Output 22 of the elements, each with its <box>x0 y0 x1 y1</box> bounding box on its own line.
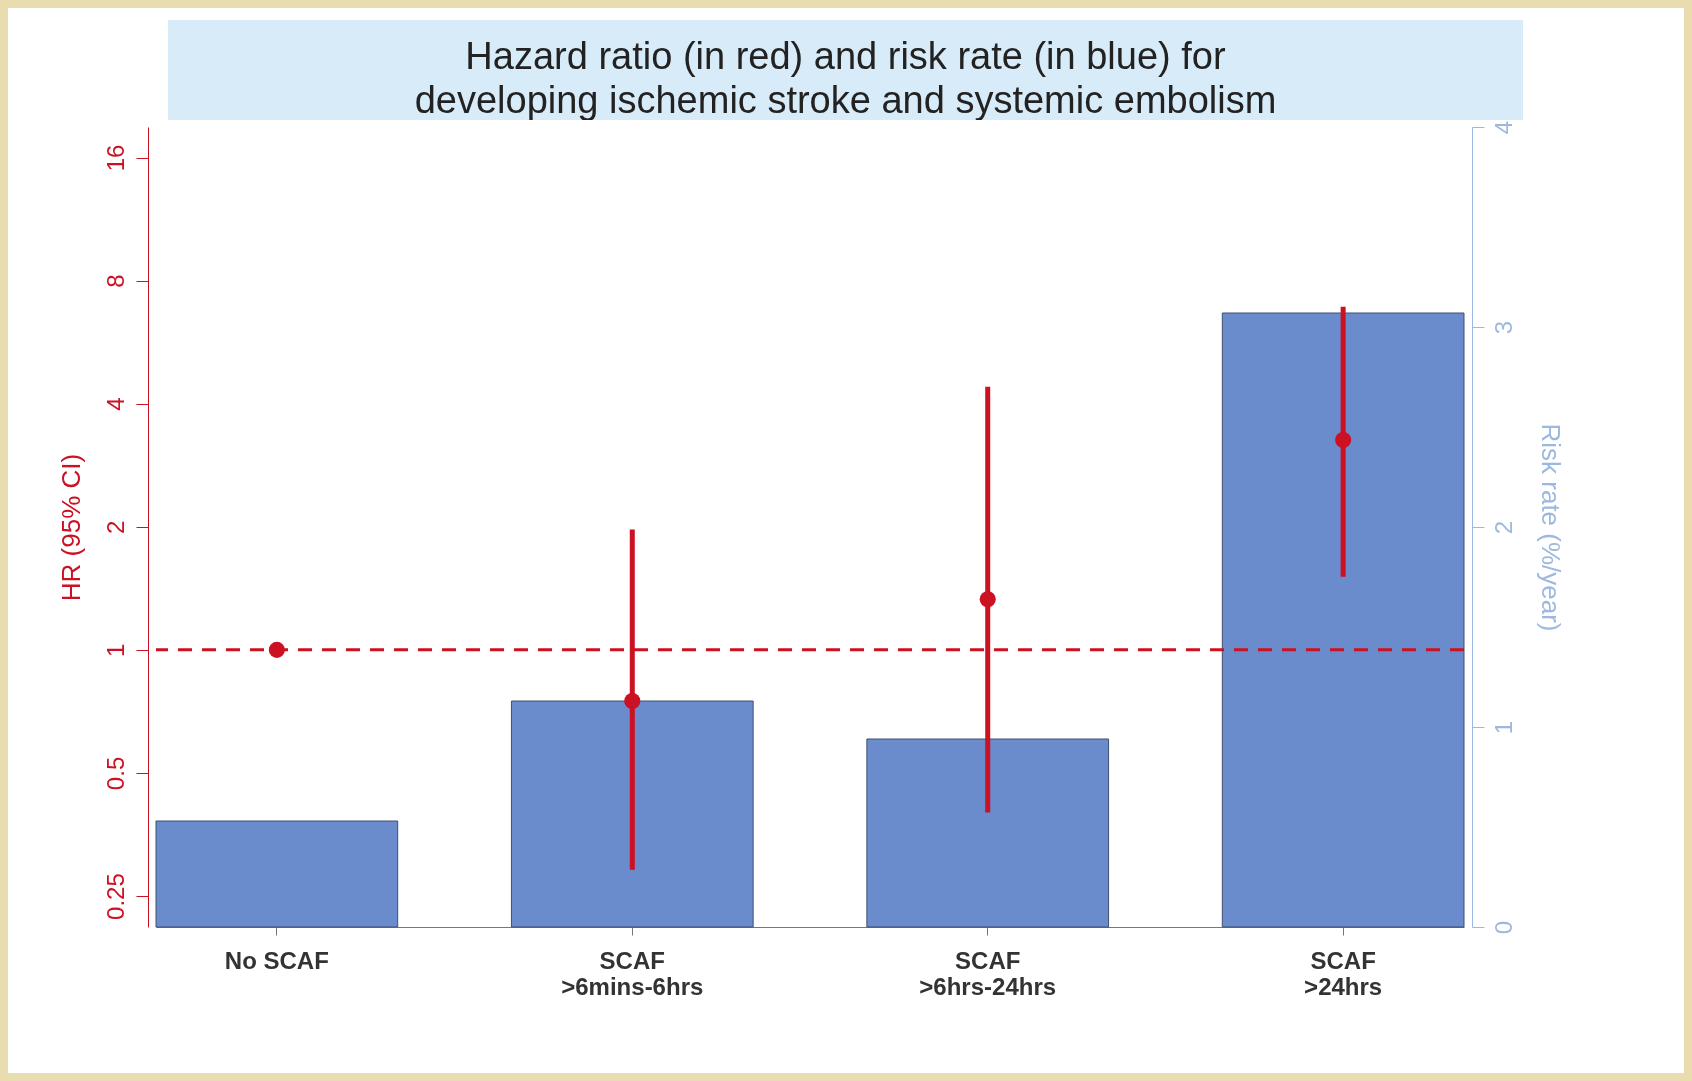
point <box>624 692 641 709</box>
y-axis-title: HR (95% CI) <box>55 453 86 602</box>
y-tick-label: 0.5 <box>101 756 129 791</box>
y2-tick-label: 2 <box>1489 520 1517 535</box>
point <box>1335 431 1352 449</box>
y2-tick-label: 3 <box>1489 320 1517 335</box>
y-tick-label: 8 <box>101 274 129 288</box>
y2-axis-title: Risk rate (%/year) <box>1535 423 1566 632</box>
y-tick-label: 2 <box>101 520 129 534</box>
x-tick-label: No SCAF <box>224 946 329 974</box>
y-tick-label: 1 <box>101 643 129 658</box>
y-tick-label: 4 <box>101 397 129 411</box>
y2-tick-label: 4 <box>1489 120 1517 135</box>
point <box>979 591 996 608</box>
y-tick-label: 0.25 <box>101 873 129 920</box>
chart-title: Hazard ratio (in red) and risk rate (in blue) for developing ischemic stroke and systemic embolism <box>414 35 1277 121</box>
y2-tick-label: 1 <box>1489 720 1517 735</box>
x-tick-label: SCAF >6mins-6hrs <box>561 946 704 1000</box>
x-tick-label: SCAF >6hrs-24hrs <box>919 946 1057 1000</box>
y-tick-label: 16 <box>101 144 129 172</box>
y2-tick-label: 0 <box>1489 920 1517 935</box>
x-tick-label: SCAF >24hrs <box>1304 946 1383 1000</box>
